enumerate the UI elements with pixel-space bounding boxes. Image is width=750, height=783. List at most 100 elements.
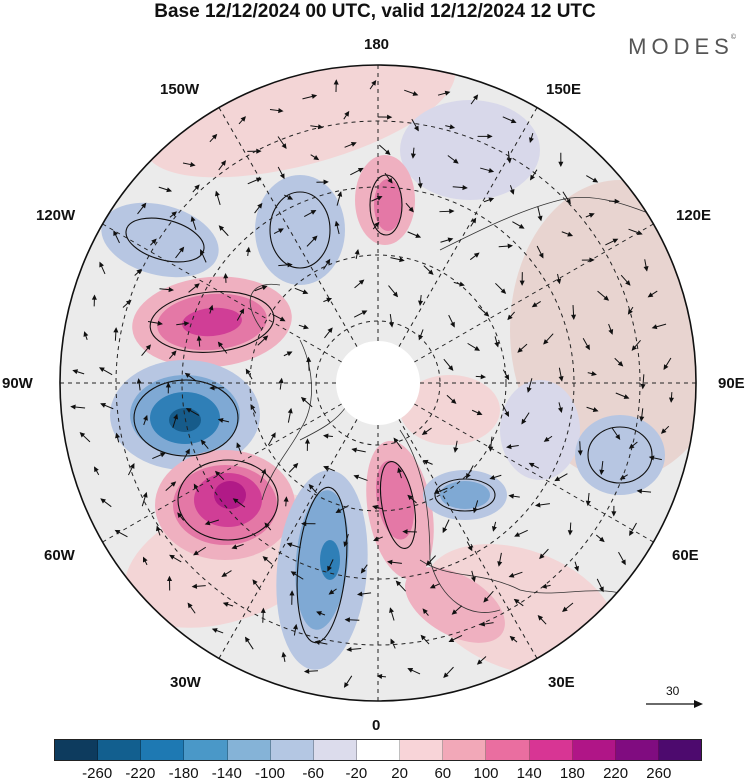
colorbar-tick-label: 100 — [473, 765, 499, 782]
wind-arrowhead — [452, 158, 459, 164]
wind-arrowhead — [214, 470, 221, 477]
wind-arrowhead — [504, 411, 510, 417]
colorbar — [54, 739, 702, 761]
colorbar-ticks: -260 -220 -180 -140 -100 -60 -20 20 60 100 140 180 2… — [0, 765, 750, 783]
streamline — [149, 291, 275, 353]
wind-arrowhead — [222, 601, 229, 607]
colorbar-tick-label: -140 — [211, 765, 242, 782]
wind-arrowhead — [504, 374, 510, 381]
wind-arrowhead — [621, 559, 626, 566]
wind-arrowhead — [231, 544, 238, 550]
wind-arrowhead — [591, 371, 597, 377]
wind-arrowhead — [353, 474, 360, 480]
wind-arrowhead — [543, 339, 549, 345]
negative-anomaly — [320, 540, 340, 580]
wind-arrowhead — [357, 167, 364, 173]
coastline — [399, 429, 501, 613]
wind-arrowhead — [244, 636, 250, 643]
wind-arrowhead — [521, 418, 527, 425]
wind-arrowhead — [193, 483, 199, 490]
wind-arrowhead — [168, 287, 174, 293]
coastline — [261, 339, 312, 501]
wind-arrowhead — [627, 308, 633, 315]
negative-anomaly-region — [101, 202, 219, 278]
wind-arrowhead — [402, 529, 408, 535]
colorbar-swatch — [184, 740, 228, 760]
wind-arrowhead — [343, 541, 349, 548]
wind-arrowhead — [196, 335, 202, 341]
wind-arrowhead — [187, 602, 193, 609]
wind-arrowhead — [328, 589, 335, 595]
wind-arrowhead — [418, 300, 424, 306]
wind-arrowhead — [557, 407, 563, 413]
wind-arrowhead — [292, 623, 298, 630]
wind-arrowhead — [94, 466, 99, 473]
wind-arrowhead — [420, 634, 426, 641]
brand-logo: MODES© — [628, 34, 736, 60]
wind-arrowhead — [537, 615, 544, 621]
wind-arrowhead — [159, 452, 166, 458]
streamlines — [125, 174, 653, 644]
wind-arrowhead — [217, 341, 224, 348]
wind-arrowhead — [612, 238, 619, 244]
wind-arrowhead — [389, 607, 394, 613]
wind-arrowhead — [476, 410, 483, 416]
wind-arrowhead — [393, 437, 399, 444]
wind-arrowhead — [412, 91, 419, 96]
wind-arrowhead — [488, 168, 495, 173]
negative-anomaly — [169, 408, 201, 432]
wind-arrowhead — [72, 369, 79, 375]
reference-vector-arrow — [646, 700, 703, 708]
meridian-line — [102, 403, 342, 543]
wind-arrowhead — [639, 416, 645, 422]
wind-arrowhead — [191, 583, 198, 589]
wind-arrowhead — [136, 378, 142, 384]
wind-arrowhead — [323, 179, 329, 185]
wind-arrowhead — [301, 521, 307, 527]
wind-arrowhead — [543, 436, 550, 442]
wind-arrowhead — [668, 397, 674, 403]
negative-anomaly — [440, 481, 490, 509]
wind-arrowhead — [599, 536, 605, 543]
negative-anomaly-region — [500, 380, 580, 480]
wind-arrowhead — [193, 550, 199, 556]
wind-arrowhead — [567, 231, 574, 237]
colorbar-tick-label: -220 — [125, 765, 156, 782]
positive-anomaly-region — [400, 375, 500, 445]
colorbar-swatch — [227, 740, 271, 760]
lon-label-60w: 60W — [44, 547, 75, 564]
meridian-line — [414, 223, 654, 363]
wind-arrowhead — [534, 502, 541, 508]
lon-label-60e: 60E — [672, 547, 699, 564]
wind-arrowhead — [220, 160, 227, 166]
positive-anomaly — [182, 307, 242, 337]
colorbar-tick-label: 140 — [516, 765, 542, 782]
wind-arrowhead — [283, 496, 289, 502]
wind-arrowhead — [514, 532, 520, 537]
colorbar-swatch — [313, 740, 357, 760]
wind-arrowhead — [473, 252, 480, 258]
wind-arrowhead — [287, 262, 293, 268]
colorbar-tick-label: -100 — [254, 765, 286, 782]
wind-arrowhead — [287, 194, 294, 200]
wind-arrowhead — [599, 469, 605, 476]
wind-arrowhead — [387, 114, 393, 120]
wind-arrowhead — [451, 609, 458, 615]
wind-arrowhead — [450, 398, 457, 404]
wind-arrowhead — [488, 197, 495, 203]
wind-arrowhead — [425, 560, 432, 566]
wind-arrowhead — [351, 447, 357, 453]
wind-arrowhead — [313, 155, 320, 161]
wind-arrowhead — [494, 341, 500, 348]
wind-arrowhead — [592, 407, 599, 412]
wind-arrowhead — [577, 450, 583, 456]
wind-arrowhead — [537, 215, 543, 222]
wind-arrowhead — [487, 133, 493, 139]
streamline — [296, 486, 348, 644]
wind-arrowhead — [261, 468, 267, 475]
wind-arrowhead — [360, 567, 366, 574]
streamline — [125, 217, 205, 263]
wind-arrowhead — [660, 428, 667, 434]
wind-arrowhead — [91, 294, 97, 300]
